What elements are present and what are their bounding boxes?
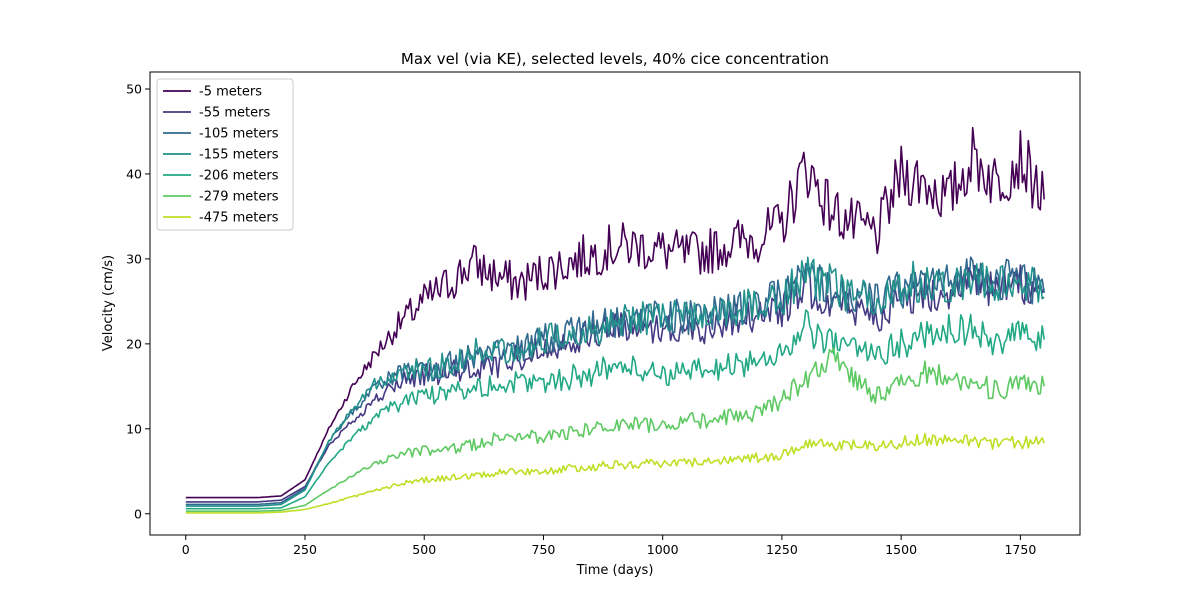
series-layer bbox=[185, 126, 1045, 514]
series-line-2 bbox=[185, 256, 1045, 506]
x-tick-label: 500 bbox=[412, 542, 436, 557]
x-tick-label: 250 bbox=[293, 542, 317, 557]
y-tick-label: 20 bbox=[126, 336, 142, 351]
legend-box bbox=[156, 78, 294, 231]
x-tick-label: 1500 bbox=[885, 542, 917, 557]
legend-entry: -155 meters bbox=[199, 148, 279, 163]
x-tick-label: 0 bbox=[182, 542, 190, 557]
y-axis: 0 10 20 30 40 50 bbox=[126, 81, 150, 521]
legend-entry: -279 meters bbox=[199, 190, 279, 205]
series-line-5 bbox=[185, 347, 1045, 513]
y-tick-label: 0 bbox=[134, 506, 142, 521]
legend-entry: -5 meters bbox=[199, 85, 262, 100]
x-axis: 0 250 500 750 1000 1250 1500 1750 bbox=[182, 535, 1036, 557]
series-line-3 bbox=[185, 256, 1045, 507]
x-axis-label: Time (days) bbox=[576, 563, 654, 578]
y-tick-label: 40 bbox=[126, 166, 142, 181]
legend: -5 meters -55 meters -105 meters -155 meter… bbox=[156, 78, 294, 231]
y-tick-label: 10 bbox=[126, 421, 142, 436]
x-tick-label: 750 bbox=[532, 542, 556, 557]
chart-title: Max vel (via KE), selected levels, 40% c… bbox=[401, 50, 829, 68]
series-line-0 bbox=[185, 126, 1045, 499]
y-axis-label: Velocity (cm/s) bbox=[101, 255, 116, 351]
series-line-6 bbox=[185, 432, 1045, 514]
legend-entry: -105 meters bbox=[199, 127, 279, 142]
y-tick-label: 30 bbox=[126, 251, 142, 266]
x-tick-label: 1250 bbox=[766, 542, 798, 557]
legend-entry: -475 meters bbox=[199, 211, 279, 226]
series-line-4 bbox=[185, 309, 1045, 510]
y-tick-label: 50 bbox=[126, 81, 142, 96]
x-tick-label: 1000 bbox=[647, 542, 679, 557]
legend-entry: -55 meters bbox=[199, 106, 270, 121]
series-line-1 bbox=[185, 264, 1045, 503]
legend-entry: -206 meters bbox=[199, 169, 279, 184]
plot-frame bbox=[149, 71, 1081, 536]
x-tick-label: 1750 bbox=[1004, 542, 1036, 557]
